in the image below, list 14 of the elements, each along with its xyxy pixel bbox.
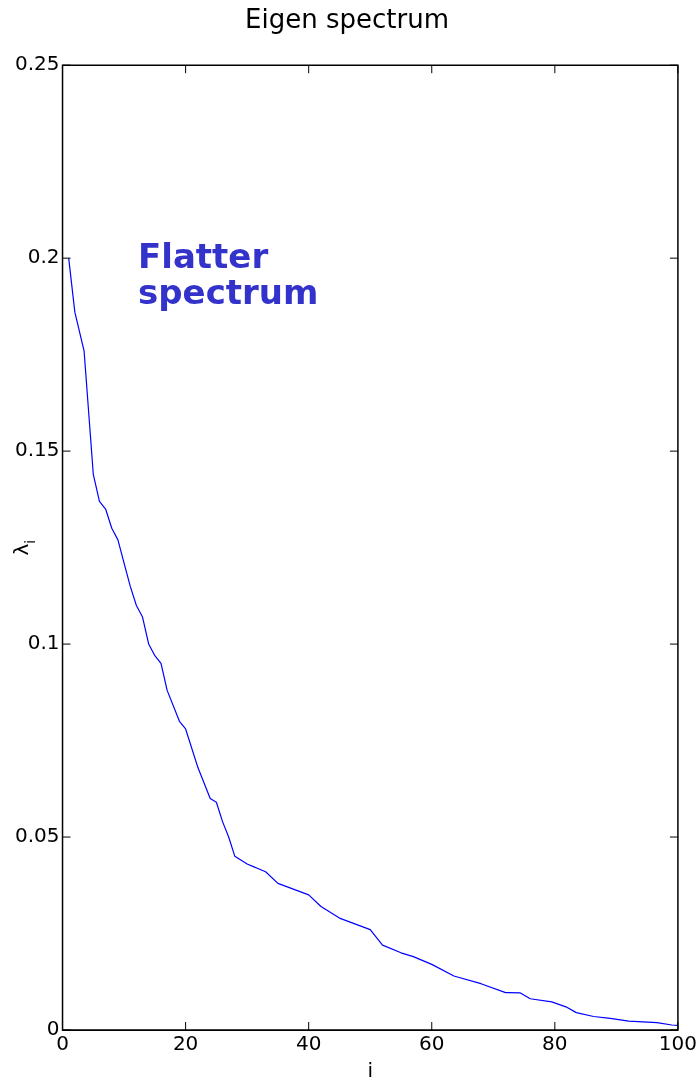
chart-title: Eigen spectrum bbox=[245, 4, 449, 35]
y-tick-label: 0.15 bbox=[15, 437, 60, 462]
y-tick-label: 0.25 bbox=[15, 51, 60, 76]
x-tick-label: 40 bbox=[295, 1031, 322, 1056]
annotation: Flatter spectrum bbox=[138, 236, 320, 312]
x-tick-label: 20 bbox=[172, 1031, 199, 1056]
y-tick-label: 0.2 bbox=[27, 244, 60, 269]
x-tick-label: 60 bbox=[419, 1031, 445, 1056]
y-tick-label: 0.1 bbox=[27, 630, 60, 655]
y-tick-label: 0.05 bbox=[15, 823, 60, 848]
x-tick-label: 100 bbox=[658, 1031, 698, 1056]
x-tick-label: 80 bbox=[542, 1031, 568, 1056]
y-axis-title: λi bbox=[9, 539, 38, 556]
x-axis-title: i bbox=[367, 1058, 373, 1083]
